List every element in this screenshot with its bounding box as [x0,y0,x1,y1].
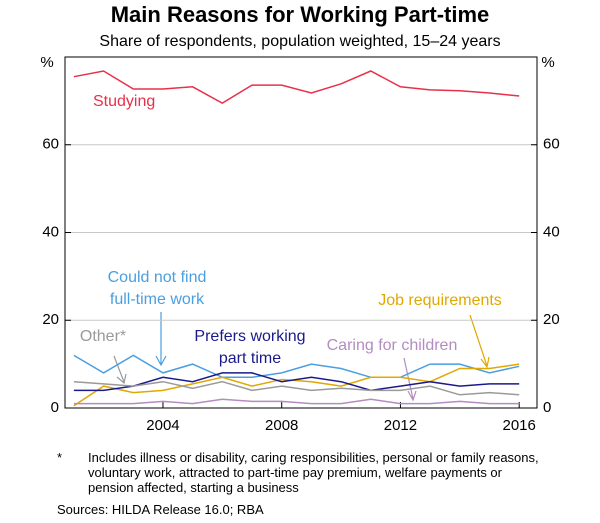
footnote: Includes illness or disability, caring r… [88,450,539,495]
series-label: Prefers working [194,328,305,345]
y-tick-label: 0 [51,399,59,416]
series-label: part time [219,350,281,367]
y2-tick-label: 40 [543,223,560,240]
series-line [73,354,520,379]
chart: Main Reasons for Working Part-time Share… [40,2,560,434]
footnote-marker: * [57,450,63,465]
series-label: Studying [93,93,155,110]
series-label: Could not find [108,269,207,286]
series-label: Job requirements [378,292,502,309]
y2-tick-label: 0 [543,399,551,416]
y2-tick-label: 20 [543,311,560,328]
y-unit: % [40,54,53,71]
y2-tick-label: 60 [543,136,560,153]
chart-title: Main Reasons for Working Part-time [111,2,490,27]
arrow [469,314,490,369]
series-line [73,398,520,405]
series-line [73,380,520,396]
y2-unit: % [541,54,554,71]
series-line [73,70,520,104]
x-tick-label: 2016 [503,417,536,434]
plot-frame [64,56,538,409]
series-line [73,363,520,407]
series-label: full-time work [110,291,205,308]
y-tick-label: 40 [42,223,59,240]
x-tick-label: 2008 [265,417,298,434]
x-tick-label: 2004 [146,417,179,434]
arrow [113,355,127,385]
chart-subtitle: Share of respondents, population weighte… [99,33,500,50]
series-line [73,372,520,392]
series-label: Caring for children [327,337,458,354]
x-tick-label: 2012 [384,417,417,434]
y-tick-label: 60 [42,136,59,153]
source: Sources: HILDA Release 16.0; RBA [57,502,264,517]
series-label: Other* [80,328,126,345]
y-tick-label: 20 [42,311,59,328]
